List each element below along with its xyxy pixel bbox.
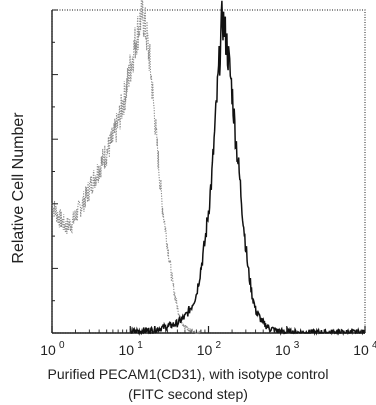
x-tick-label: 10 <box>275 342 291 358</box>
plot-area <box>51 0 366 336</box>
x-axis-label: Purified PECAM1(CD31), with isotype cont… <box>47 366 329 382</box>
x-tick-label: 10 <box>118 342 134 358</box>
x-tick-label-exponent: 2 <box>216 340 222 351</box>
x-tick-label: 10 <box>40 342 56 358</box>
y-axis-label: Relative Cell Number <box>10 112 27 264</box>
x-tick-label-exponent: 1 <box>137 340 143 351</box>
pecam1-histogram <box>129 0 366 336</box>
tick-layer: 10 0 10 1 10 2 10 3 10 4 <box>40 9 376 358</box>
x-tick-label: 10 <box>197 342 213 358</box>
x-tick-label: 10 <box>353 342 369 358</box>
isotype-control-histogram <box>51 0 202 335</box>
x-axis-label-sub: (FITC second step) <box>128 386 248 402</box>
x-tick-label-exponent: 3 <box>294 340 300 351</box>
x-tick-label-exponent: 4 <box>372 340 376 351</box>
x-tick-label-exponent: 0 <box>59 340 65 351</box>
